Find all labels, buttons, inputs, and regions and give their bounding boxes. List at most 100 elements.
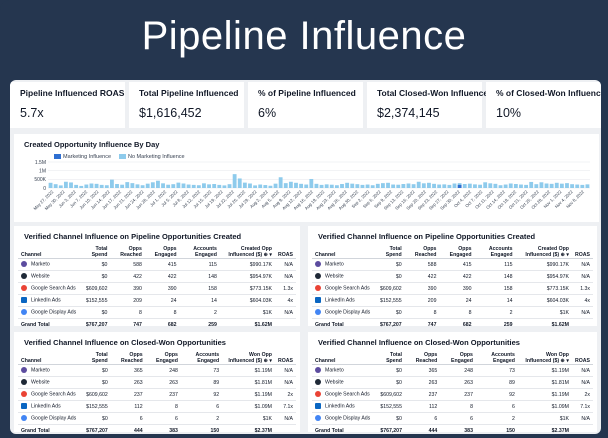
bar-no-marketing[interactable]: [376, 184, 380, 188]
bar-no-marketing[interactable]: [222, 185, 226, 188]
bar-no-marketing[interactable]: [504, 185, 508, 188]
table-row[interactable]: Google Display Ads $0 8 8 2 $1K N/A: [312, 307, 593, 319]
bar-no-marketing[interactable]: [391, 185, 395, 188]
bar-no-marketing[interactable]: [361, 185, 365, 188]
bar-no-marketing[interactable]: [463, 184, 467, 188]
bar-no-marketing[interactable]: [407, 183, 411, 188]
bar-no-marketing[interactable]: [586, 184, 590, 188]
bar-no-marketing[interactable]: [64, 182, 68, 188]
bar-no-marketing[interactable]: [130, 183, 134, 188]
bar-no-marketing[interactable]: [263, 185, 267, 188]
table-row[interactable]: LinkedIn Ads $152,555 112 8 6 $1.09M 7.1x: [18, 401, 296, 413]
bar-no-marketing[interactable]: [453, 183, 457, 188]
bar-no-marketing[interactable]: [243, 183, 247, 188]
bar-no-marketing[interactable]: [125, 182, 129, 188]
bar-no-marketing[interactable]: [366, 185, 370, 188]
kpi-card-roas[interactable]: Pipeline Influenced ROAS 5.7x: [10, 82, 125, 128]
bar-no-marketing[interactable]: [427, 183, 431, 188]
bar-no-marketing[interactable]: [540, 182, 544, 188]
bar-no-marketing[interactable]: [258, 185, 262, 188]
table-row[interactable]: Marketo $0 588 415 115 $990.17K N/A: [312, 259, 593, 271]
table-row[interactable]: Google Display Ads $0 6 6 2 $1K N/A: [312, 413, 593, 425]
column-header-won-opp-influenced[interactable]: Won Opp Influenced ($) ⊕ ▾: [222, 350, 275, 365]
bar-no-marketing[interactable]: [100, 185, 104, 188]
bar-no-marketing[interactable]: [524, 185, 528, 188]
bar-no-marketing[interactable]: [120, 185, 124, 188]
bar-no-marketing[interactable]: [74, 185, 78, 188]
bar-no-marketing[interactable]: [136, 184, 140, 188]
bar-no-marketing[interactable]: [79, 186, 83, 188]
bar-no-marketing[interactable]: [151, 182, 155, 188]
bar-no-marketing[interactable]: [570, 184, 574, 188]
table-row[interactable]: LinkedIn Ads $152,555 209 24 14 $604.03K 4x: [18, 295, 296, 307]
bar-no-marketing[interactable]: [499, 185, 503, 188]
bar-no-marketing[interactable]: [412, 184, 416, 188]
bar-no-marketing[interactable]: [309, 179, 313, 188]
table-row[interactable]: Website $0 263 263 89 $1.81M N/A: [312, 377, 593, 389]
bar-no-marketing[interactable]: [483, 182, 487, 188]
bar-no-marketing[interactable]: [488, 183, 492, 188]
bar-no-marketing[interactable]: [289, 182, 293, 188]
bar-no-marketing[interactable]: [315, 184, 319, 188]
bar-no-marketing[interactable]: [95, 184, 99, 188]
bar-no-marketing[interactable]: [141, 185, 145, 188]
bar-no-marketing[interactable]: [84, 185, 88, 188]
table-row[interactable]: Website $0 422 422 148 $954.97K N/A: [312, 271, 593, 283]
bar-no-marketing[interactable]: [437, 185, 441, 188]
table-row[interactable]: Google Search Ads $609,602 237 237 92 $1.19M 2…: [312, 389, 593, 401]
bar-no-marketing[interactable]: [371, 185, 375, 188]
bar-no-marketing[interactable]: [381, 183, 385, 188]
column-header-created-opp-influenced[interactable]: Created Opp Influenced ($) ⊕ ▾: [516, 244, 572, 259]
bar-no-marketing[interactable]: [565, 183, 569, 188]
bar-no-marketing[interactable]: [182, 183, 186, 188]
table-row[interactable]: Marketo $0 588 415 115 $990.17K N/A: [18, 259, 296, 271]
bar-no-marketing[interactable]: [228, 184, 232, 188]
bar-no-marketing[interactable]: [54, 184, 58, 188]
bar-no-marketing[interactable]: [340, 184, 344, 188]
bar-no-marketing[interactable]: [161, 183, 165, 188]
bar-marketing[interactable]: [458, 185, 462, 188]
table-row[interactable]: Website $0 263 263 89 $1.81M N/A: [18, 377, 296, 389]
bar-no-marketing[interactable]: [478, 185, 482, 188]
bar-no-marketing[interactable]: [304, 185, 308, 188]
bar-no-marketing[interactable]: [253, 185, 257, 188]
bar-no-marketing[interactable]: [330, 185, 334, 188]
bar-no-marketing[interactable]: [529, 182, 533, 188]
bar-no-marketing[interactable]: [49, 183, 53, 188]
bar-no-marketing[interactable]: [422, 183, 426, 188]
column-header-created-opp-influenced[interactable]: Created Opp Influenced ($) ⊕ ▾: [220, 244, 275, 259]
bar-no-marketing[interactable]: [432, 184, 436, 188]
column-header-won-opp-influenced[interactable]: Won Opp Influenced ($) ⊕ ▾: [518, 350, 572, 365]
table-row[interactable]: Google Display Ads $0 6 6 2 $1K N/A: [18, 413, 296, 425]
bar-no-marketing[interactable]: [580, 185, 584, 188]
bar-no-marketing[interactable]: [555, 183, 559, 188]
bar-no-marketing[interactable]: [156, 181, 160, 188]
bar-no-marketing[interactable]: [69, 182, 73, 188]
bar-no-marketing[interactable]: [166, 185, 170, 188]
bar-no-marketing[interactable]: [468, 184, 472, 188]
bar-no-marketing[interactable]: [575, 185, 579, 188]
kpi-card-pct-closed-won[interactable]: % of Closed-Won Influenced 10%: [486, 82, 601, 128]
bar-no-marketing[interactable]: [447, 185, 451, 188]
bar-no-marketing[interactable]: [442, 184, 446, 188]
table-row[interactable]: Website $0 422 422 148 $954.97K N/A: [18, 271, 296, 283]
bar-no-marketing[interactable]: [238, 178, 242, 188]
table-row[interactable]: Marketo $0 365 248 73 $1.19M N/A: [18, 365, 296, 377]
bar-no-marketing[interactable]: [545, 183, 549, 188]
bar-no-marketing[interactable]: [493, 184, 497, 188]
bar-no-marketing[interactable]: [320, 185, 324, 188]
table-row[interactable]: Google Search Ads $609,602 390 390 158 $773.1…: [18, 283, 296, 295]
table-row[interactable]: Google Display Ads $0 8 8 2 $1K N/A: [18, 307, 296, 319]
bar-no-marketing[interactable]: [560, 184, 564, 188]
bar-no-marketing[interactable]: [187, 185, 191, 188]
bar-no-marketing[interactable]: [325, 184, 329, 188]
bar-no-marketing[interactable]: [192, 185, 196, 188]
bar-no-marketing[interactable]: [197, 185, 201, 188]
bar-no-marketing[interactable]: [509, 183, 513, 188]
bar-no-marketing[interactable]: [202, 183, 206, 188]
bar-no-marketing[interactable]: [350, 184, 354, 188]
bar-no-marketing[interactable]: [355, 184, 359, 188]
bar-no-marketing[interactable]: [212, 184, 216, 188]
bar-no-marketing[interactable]: [279, 177, 283, 188]
bar-no-marketing[interactable]: [417, 182, 421, 188]
